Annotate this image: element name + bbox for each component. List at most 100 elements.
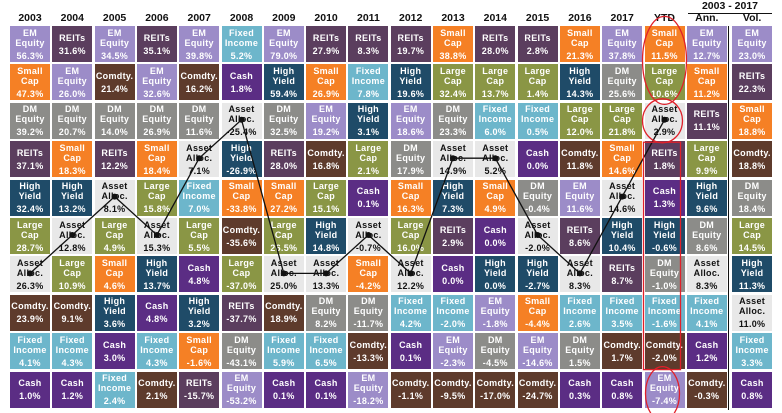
cell-comdty: Comdty. -2.0%	[644, 333, 685, 370]
return-value: 27.2%	[270, 204, 298, 215]
return-value: -17.0%	[480, 391, 511, 402]
return-value: 3.2%	[188, 319, 211, 330]
cell-dm: DM Equity 17.9%	[390, 141, 431, 178]
cell-large: Large Cap 28.7%	[10, 218, 50, 254]
cell-small: Small Cap 4.6%	[94, 256, 135, 293]
return-value: 32.6%	[143, 88, 171, 99]
return-value: 11.3%	[738, 280, 766, 291]
cell-dm: DM Equity 26.9%	[136, 102, 177, 139]
return-value: 5.5%	[188, 242, 211, 253]
cell-dm: DM Equity 8.6%	[686, 218, 727, 254]
asset-label: Fixed Income	[13, 334, 47, 355]
cell-aa: Asset Alloc. -25.4%	[221, 102, 262, 139]
asset-label: REITs	[738, 70, 766, 81]
asset-label: High Yield	[740, 257, 764, 278]
asset-label: REITs	[482, 32, 509, 43]
cell-hy: High Yield 14.8%	[306, 218, 347, 254]
asset-label: Cash	[652, 186, 677, 197]
return-value: -18.2%	[353, 396, 384, 407]
return-value: 0.0%	[484, 237, 507, 248]
asset-label: Asset Alloc.	[566, 257, 594, 278]
cell-small: Small Cap 18.4%	[136, 141, 177, 178]
asset-label: Fixed Income	[436, 296, 470, 317]
cell-reits: REITs 28.0%	[263, 141, 304, 178]
cell-fi: Fixed Income -1.6%	[644, 294, 685, 331]
return-value: 19.2%	[312, 127, 340, 138]
return-value: 37.8%	[608, 50, 636, 61]
cell-fi: Fixed Income 6.0%	[475, 102, 516, 139]
cell-cash: Cash 0.3%	[559, 371, 600, 408]
asset-label: Cash	[568, 378, 592, 389]
cell-small: Small Cap 47.3%	[10, 64, 50, 101]
asset-label: REITs	[270, 147, 297, 158]
cell-hy: High Yield -26.9%	[221, 141, 262, 178]
return-value: 0.8%	[611, 391, 634, 402]
cell-reits: REITs 37.1%	[10, 141, 50, 178]
asset-label: High Yield	[272, 65, 296, 86]
cell-cash: Cash 4.8%	[136, 294, 177, 331]
asset-label: Comdty.	[603, 339, 641, 350]
return-value: 13.7%	[481, 88, 509, 99]
asset-label: Comdty.	[265, 301, 303, 312]
asset-label: Comdty.	[645, 339, 684, 350]
asset-label: Comdty.	[434, 378, 472, 389]
asset-label: Comdty.	[733, 147, 771, 158]
asset-label: Large Cap	[482, 65, 509, 86]
cell-hy: High Yield 32.4%	[10, 179, 50, 216]
cell-reits: REITs 22.3%	[732, 64, 773, 101]
cell-comdty: Comdty. -0.3%	[686, 371, 727, 408]
return-value: 11.2%	[693, 88, 721, 99]
asset-label: Cash	[18, 378, 42, 389]
cell-comdty: Comdty. 18.8%	[732, 141, 773, 178]
return-value: 11.5%	[651, 50, 678, 61]
return-value: 9.1%	[61, 314, 84, 325]
cell-fi: Fixed Income 0.5%	[517, 102, 558, 139]
asset-label: Comdty.	[138, 378, 176, 389]
cell-dm: DM Equity 23.3%	[433, 102, 473, 139]
asset-label: Fixed Income	[563, 296, 597, 317]
return-value: 8.7%	[611, 275, 634, 286]
asset-label: Asset Alloc.	[186, 142, 213, 163]
asset-label: Cash	[60, 378, 84, 389]
return-value: 23.9%	[16, 314, 44, 325]
cell-fi: Fixed Income 7.0%	[179, 179, 220, 216]
cell-em: EM Equity 79.0%	[263, 26, 304, 62]
return-value: 18.8%	[738, 127, 766, 138]
asset-label: Asset Alloc.	[738, 296, 766, 317]
asset-label: Comdty.	[11, 301, 49, 312]
asset-label: Comdty.	[95, 70, 134, 81]
cell-large: Large Cap 10.6%	[644, 64, 685, 101]
return-value: 79.0%	[270, 50, 298, 61]
asset-label: High Yield	[526, 257, 549, 278]
return-value: 3.3%	[741, 357, 763, 368]
asset-label: DM Equity	[57, 104, 87, 125]
return-value: 3.0%	[103, 352, 126, 363]
cell-large: Large Cap -37.0%	[221, 256, 262, 293]
return-value: -15.7%	[184, 391, 215, 402]
cell-reits: REITs 19.7%	[390, 26, 431, 62]
cell-aa: Asset Alloc. 13.3%	[306, 256, 347, 293]
column-header: Ann.	[695, 12, 719, 24]
asset-label: Asset Alloc.	[397, 257, 424, 278]
cell-cash: Cash 1.2%	[52, 371, 93, 408]
asset-label: Fixed Income	[182, 181, 216, 202]
cell-em: EM Equity 32.6%	[136, 64, 177, 101]
asset-label: Asset Alloc.	[482, 142, 509, 163]
cell-aa: Asset Alloc. 7.1%	[179, 141, 220, 178]
cell-cash: Cash 0.8%	[732, 371, 773, 408]
cell-reits: REITs 8.6%	[559, 218, 600, 254]
range-header: 2003 - 2017	[688, 0, 772, 14]
return-value: 0.5%	[526, 127, 549, 138]
asset-label: Cash	[102, 339, 127, 350]
asset-label: EM Equity	[15, 27, 45, 48]
return-value: 10.9%	[58, 280, 86, 291]
asset-label: Fixed Income	[690, 296, 724, 317]
asset-label: High Yield	[60, 181, 84, 202]
cell-reits: REITs 2.8%	[517, 26, 558, 62]
asset-label: Cash	[145, 301, 169, 312]
asset-label: Cash	[695, 339, 719, 350]
return-value: 4.6%	[103, 280, 126, 291]
asset-label: Comdty.	[391, 378, 430, 389]
return-value: 23.3%	[439, 127, 467, 138]
asset-label: EM Equity	[649, 373, 680, 394]
